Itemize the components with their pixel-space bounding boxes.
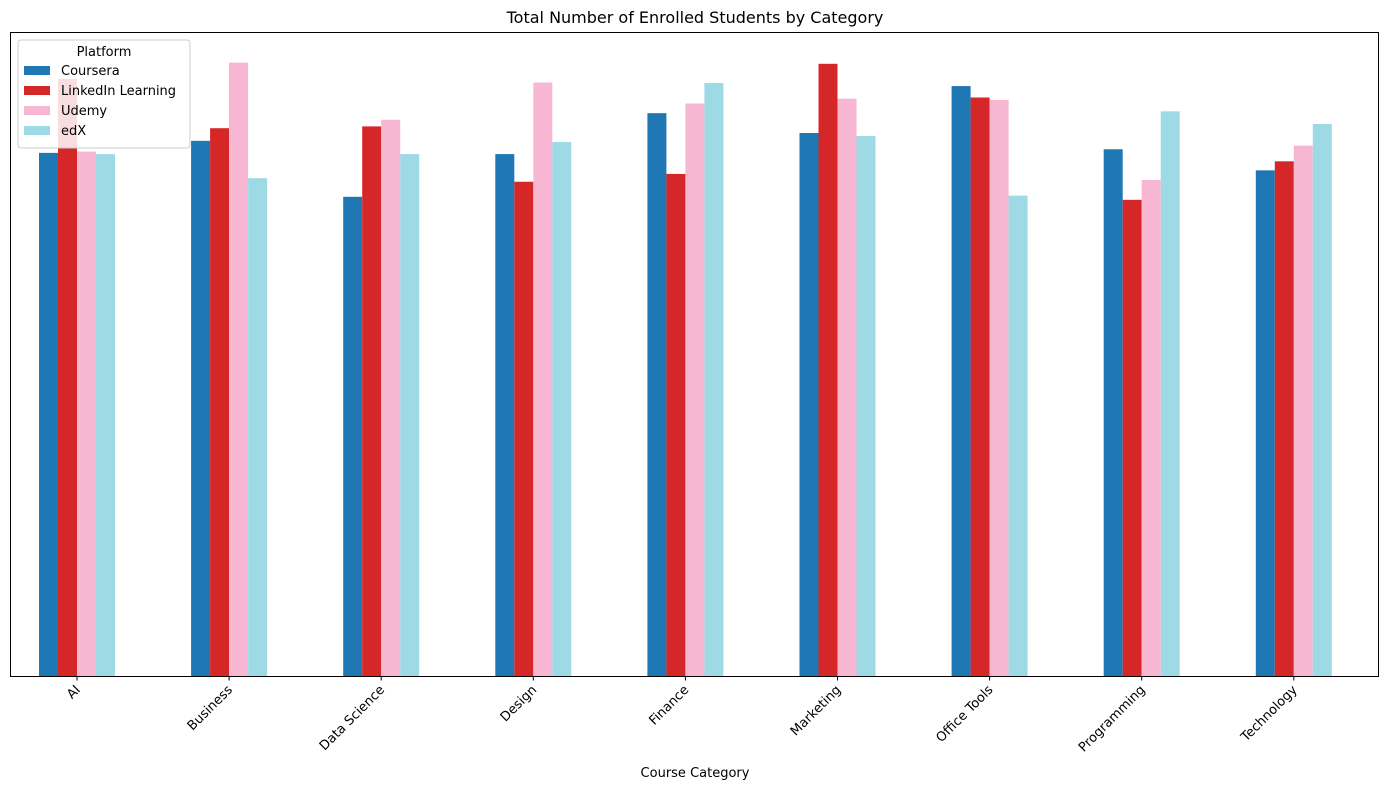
legend-label: Udemy	[61, 104, 107, 119]
bars-group	[39, 62, 1332, 677]
x-axis-label: Course Category	[641, 766, 750, 781]
bar-udemy-data-science	[381, 119, 401, 677]
x-tick-label: Business	[185, 683, 236, 734]
legend-label: edX	[61, 124, 86, 139]
legend-label: LinkedIn Learning	[61, 84, 176, 99]
bar-udemy-marketing	[837, 98, 857, 677]
x-tick-label: AI	[64, 683, 84, 703]
bar-udemy-business	[229, 62, 249, 677]
bar-edx-business	[248, 178, 268, 677]
chart-title: Total Number of Enrolled Students by Cat…	[506, 8, 884, 27]
bar-edx-finance	[704, 83, 724, 677]
bar-coursera-design	[495, 154, 515, 677]
bar-linkedin-learning-marketing	[818, 63, 838, 677]
bar-coursera-data-science	[343, 196, 363, 677]
x-tick-label: Marketing	[788, 683, 844, 739]
bar-linkedin-learning-office-tools	[970, 97, 990, 677]
legend-swatch	[24, 126, 50, 135]
bar-coursera-technology	[1255, 170, 1275, 677]
legend-title: Platform	[77, 45, 132, 60]
x-tick-label: Data Science	[317, 683, 388, 754]
legend-box	[17, 39, 191, 149]
x-axis-ticks: AI Business Data Science Design Finance Marke…	[64, 676, 1301, 756]
x-tick-label: Technology	[1238, 683, 1301, 746]
bar-edx-marketing	[856, 136, 876, 677]
bar-coursera-business	[191, 140, 211, 677]
x-tick-label: Finance	[646, 683, 692, 729]
legend-swatch	[24, 66, 50, 75]
bar-coursera-marketing	[799, 133, 819, 677]
bar-udemy-programming	[1141, 179, 1161, 677]
x-tick-label: Design	[498, 683, 540, 725]
bar-linkedin-learning-programming	[1122, 199, 1142, 677]
bar-udemy-finance	[685, 103, 705, 677]
plot-frame	[10, 32, 1379, 677]
bar-coursera-office-tools	[951, 86, 971, 677]
bar-coursera-ai	[39, 152, 58, 677]
legend-swatch	[24, 106, 50, 115]
bar-linkedin-learning-ai	[58, 78, 77, 677]
bar-udemy-office-tools	[989, 99, 1009, 677]
bar-linkedin-learning-technology	[1274, 161, 1294, 677]
legend: Platform Coursera LinkedIn Learning Udemy e…	[17, 39, 191, 149]
bar-edx-data-science	[400, 154, 420, 677]
x-tick-label: Programming	[1076, 683, 1149, 756]
x-tick-label: Office Tools	[933, 683, 996, 746]
bar-linkedin-learning-design	[514, 181, 534, 677]
bar-coursera-programming	[1103, 149, 1123, 677]
bar-udemy-ai	[77, 151, 96, 677]
legend-label: Coursera	[61, 64, 120, 79]
bar-edx-design	[552, 142, 572, 677]
bar-edx-office-tools	[1008, 195, 1028, 677]
bar-udemy-design	[533, 82, 553, 677]
bar-coursera-finance	[647, 113, 667, 677]
bar-edx-ai	[96, 154, 115, 677]
bar-linkedin-learning-data-science	[362, 126, 382, 677]
legend-swatch	[24, 86, 50, 95]
bar-edx-technology	[1312, 123, 1332, 677]
bar-linkedin-learning-business	[210, 128, 230, 677]
bar-udemy-technology	[1293, 145, 1313, 677]
bar-edx-programming	[1160, 111, 1180, 677]
bar-linkedin-learning-finance	[666, 173, 686, 677]
